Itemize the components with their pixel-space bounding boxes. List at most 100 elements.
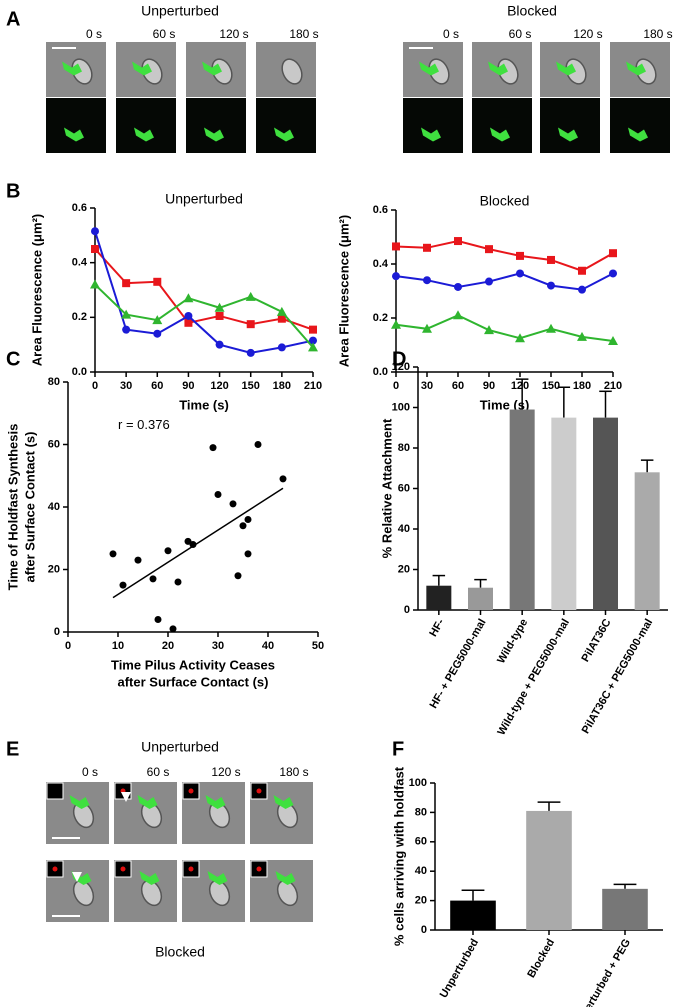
panel-letter: C <box>6 348 20 370</box>
arrowhead <box>72 872 82 882</box>
x-tick-label: 30 <box>120 380 132 392</box>
marker <box>577 331 587 341</box>
point <box>164 547 172 555</box>
point <box>234 572 242 580</box>
y-axis-label: % cells arriving with holdfast <box>391 766 406 946</box>
cell <box>281 58 303 85</box>
x-axis-label: Time (s) <box>480 397 530 412</box>
time-label: 0 s <box>82 765 98 779</box>
marker <box>485 245 493 254</box>
bar <box>551 417 577 610</box>
marker <box>277 314 286 323</box>
x-tick-label: 0 <box>65 640 71 652</box>
marker <box>309 325 317 334</box>
y-tick-label: 40 <box>415 865 427 877</box>
pilus <box>69 795 90 809</box>
time-label: 180 s <box>643 27 672 41</box>
inset <box>46 782 64 800</box>
x-tick-label: 60 <box>151 380 163 392</box>
x-tick-label: PilAT36C <box>579 617 613 664</box>
y-axis-label: after Surface Contact (s) <box>22 432 37 583</box>
marker <box>308 342 318 352</box>
panel-letter: B <box>6 180 20 202</box>
y-tick-label: 0.4 <box>373 258 389 270</box>
point <box>109 550 117 558</box>
x-tick-label: 210 <box>304 380 322 392</box>
marker <box>608 335 618 345</box>
marker <box>578 266 586 275</box>
y-tick-label: 100 <box>409 777 427 789</box>
marker <box>121 309 132 319</box>
marker <box>515 333 525 343</box>
marker <box>246 320 255 329</box>
panel-letter: A <box>6 8 20 30</box>
pilus <box>62 61 82 76</box>
bar <box>426 585 452 610</box>
y-tick-label: 0.6 <box>373 204 388 216</box>
time-label: 60 s <box>509 27 532 41</box>
marker <box>215 311 224 320</box>
marker <box>484 325 494 335</box>
y-axis-label: Area Fluorescence (μm²) <box>336 215 351 367</box>
time-label: 60 s <box>147 765 170 779</box>
inset-dot <box>256 866 262 872</box>
x-tick-label: PilAT36C + PEG5000-mal <box>580 617 656 736</box>
marker <box>453 310 463 320</box>
y-tick-label: 40 <box>48 501 60 513</box>
annotation: r = 0.376 <box>118 417 170 432</box>
x-axis-label: after Surface Contact (s) <box>118 674 269 689</box>
micrograph <box>403 98 463 153</box>
y-tick-label: 0.0 <box>373 366 388 378</box>
marker <box>578 285 586 294</box>
x-tick-label: Unperturbed + PEG <box>572 937 633 1007</box>
marker <box>485 277 493 286</box>
panel-title: Unperturbed <box>141 3 219 19</box>
inset-dot <box>52 866 58 872</box>
point <box>214 491 222 498</box>
marker <box>214 302 225 312</box>
marker <box>309 336 317 345</box>
pilus <box>134 127 154 142</box>
time-label: 120 s <box>573 27 602 41</box>
pilus <box>132 61 152 76</box>
time-label: 0 s <box>86 27 102 41</box>
bar <box>526 810 572 930</box>
bar <box>593 417 618 610</box>
time-label: 120 s <box>211 765 240 779</box>
chart-title: Blocked <box>480 193 530 209</box>
y-tick-label: 40 <box>398 523 410 535</box>
x-tick-label: Wild-type <box>495 617 530 666</box>
y-tick-label: 80 <box>398 442 410 454</box>
bar <box>468 587 493 610</box>
x-tick-label: 0 <box>393 380 399 392</box>
y-tick-label: 20 <box>415 895 427 907</box>
bar <box>602 888 648 930</box>
marker <box>91 227 99 236</box>
y-axis-label: Area Fluorescence (μm²) <box>29 214 44 366</box>
inset-dot <box>120 866 126 872</box>
y-tick-label: 60 <box>415 836 427 848</box>
bar <box>509 409 535 610</box>
pilus <box>273 795 294 809</box>
inset-dot <box>188 788 194 794</box>
marker <box>122 325 131 334</box>
marker <box>90 279 100 289</box>
marker <box>184 311 193 320</box>
panel-title: Blocked <box>155 944 205 960</box>
y-tick-label: 0.2 <box>373 312 388 324</box>
x-tick-label: HF- <box>427 617 447 639</box>
marker <box>547 281 555 290</box>
micrograph <box>116 98 176 153</box>
micrograph <box>610 98 670 153</box>
pilus <box>419 61 439 76</box>
y-tick-label: 0.0 <box>72 366 87 378</box>
pilus <box>137 795 158 809</box>
time-label: 120 s <box>219 27 248 41</box>
series-line <box>94 230 314 354</box>
point <box>209 444 217 452</box>
x-tick-label: 60 <box>452 380 464 392</box>
y-tick-label: 60 <box>48 438 60 450</box>
y-axis-label: Time of Holdfast Synthesis <box>5 424 20 591</box>
pilus <box>274 127 294 142</box>
